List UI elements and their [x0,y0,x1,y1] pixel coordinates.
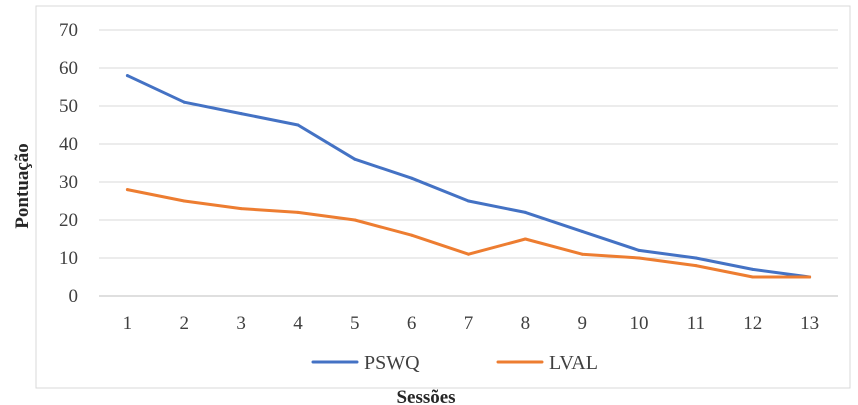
data-point [296,123,300,127]
legend-label: LVAL [549,352,598,374]
y-tick-label: 40 [59,134,78,155]
x-tick-label: 1 [123,313,133,334]
y-tick-label: 30 [59,172,78,193]
data-point [523,237,527,241]
x-tick-label: 4 [293,313,303,334]
legend-label: PSWQ [364,352,420,374]
x-tick-label: 6 [407,313,417,334]
x-tick-label: 3 [236,313,246,334]
data-point [296,210,300,214]
series-lines [125,74,812,279]
data-point [182,199,186,203]
x-axis-title: Sessões [396,387,455,405]
y-tick-label: 10 [59,248,78,269]
data-point [580,229,584,233]
x-tick-label: 2 [180,313,190,334]
x-tick-label: 13 [800,313,819,334]
legend-item-pswq: PSWQ [311,352,420,374]
x-tick-label: 12 [743,313,762,334]
y-tick-label: 50 [59,96,78,117]
data-point [125,188,129,192]
data-point [694,264,698,268]
y-axis-ticks: 0 10 20 30 40 50 60 70 [59,20,78,307]
y-tick-label: 70 [59,20,78,41]
data-point [808,275,812,279]
x-tick-label: 8 [521,313,531,334]
y-tick-label: 0 [69,286,79,307]
data-point [637,256,641,260]
data-point [523,210,527,214]
data-point [125,74,129,78]
x-tick-label: 9 [577,313,587,334]
data-point [410,233,414,237]
data-point [637,248,641,252]
y-tick-label: 20 [59,210,78,231]
data-point [239,112,243,116]
series-lval [125,188,812,279]
legend-item-lval: LVAL [496,352,598,374]
y-tick-label: 60 [59,58,78,79]
x-tick-label: 11 [687,313,705,334]
x-tick-label: 10 [630,313,649,334]
gridlines [99,29,838,297]
data-point [182,100,186,104]
data-point [410,176,414,180]
legend: PSWQ LVAL [311,352,598,374]
x-tick-label: 7 [464,313,474,334]
y-axis-title: Pontuação [12,143,33,229]
x-axis-ticks: 1 2 3 4 5 6 7 8 9 10 11 12 13 [123,313,819,334]
data-point [467,199,470,203]
data-point [580,252,584,256]
data-point [239,207,243,211]
series-pswq [125,74,812,279]
data-point [353,157,357,161]
data-point [467,252,470,256]
data-point [751,267,755,271]
data-point [353,218,357,222]
data-point [751,275,755,279]
x-tick-label: 5 [350,313,360,334]
data-point [694,256,698,260]
